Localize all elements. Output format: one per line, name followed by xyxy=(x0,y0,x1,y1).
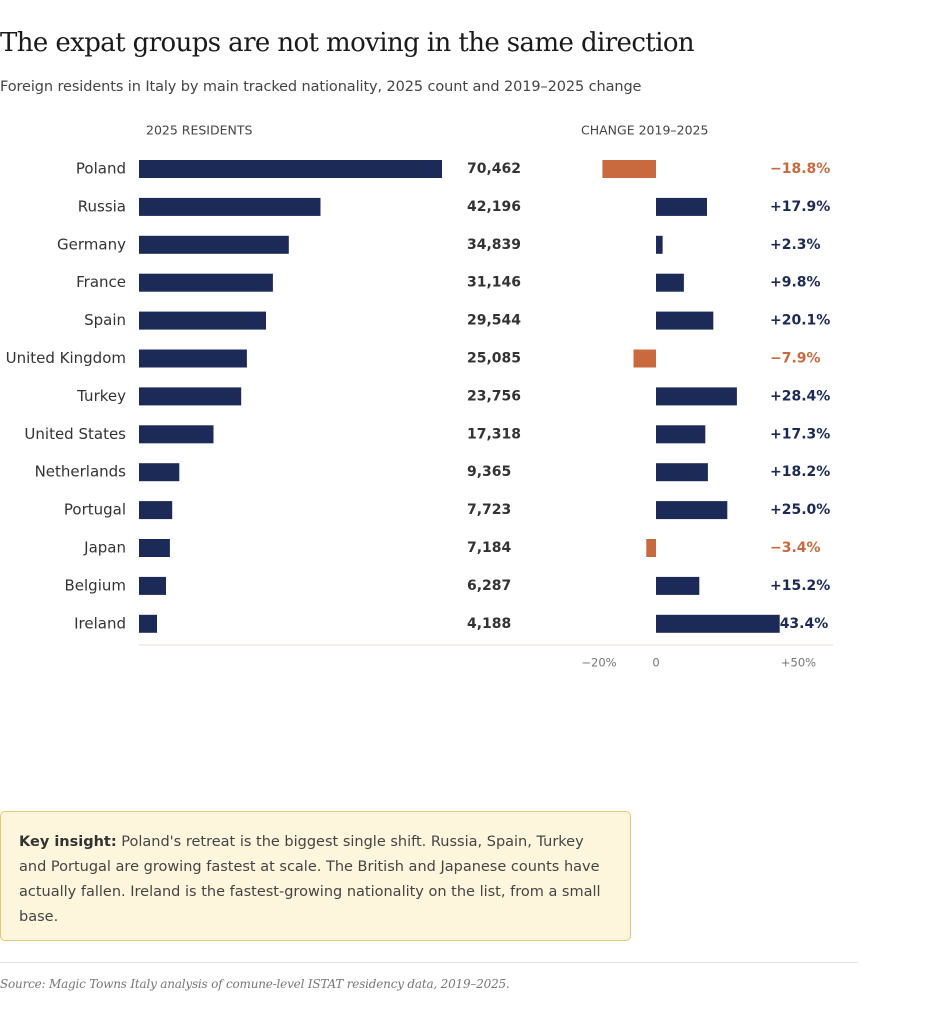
residents-bar xyxy=(139,349,247,368)
change-bar xyxy=(646,539,656,557)
chart-subtitle: Foreign residents in Italy by main track… xyxy=(0,79,642,95)
change-value-label: −18.8% xyxy=(770,161,830,177)
residents-bar xyxy=(139,235,289,254)
residents-bar xyxy=(139,501,173,520)
change-bar xyxy=(656,463,708,482)
change-bar xyxy=(656,273,684,292)
change-bar xyxy=(656,576,700,595)
country-label: Spain xyxy=(84,311,126,329)
residents-value-label: 7,723 xyxy=(467,502,511,518)
country-label: Japan xyxy=(83,539,126,557)
residents-value-label: 70,462 xyxy=(467,161,521,177)
residents-bar xyxy=(139,576,166,595)
change-tick-label: 0 xyxy=(652,656,659,670)
residents-value-label: 7,184 xyxy=(467,540,512,556)
chart-title: The expat groups are not moving in the s… xyxy=(0,28,695,58)
insight-label: Key insight: xyxy=(19,834,117,850)
change-value-label: +17.3% xyxy=(770,426,830,442)
change-bar xyxy=(656,614,780,633)
source-note: Source: Magic Towns Italy analysis of co… xyxy=(0,977,510,991)
residents-header: 2025 RESIDENTS xyxy=(146,123,252,138)
change-header: CHANGE 2019–2025 xyxy=(581,123,708,138)
residents-value-label: 25,085 xyxy=(467,351,521,367)
residents-value-label: 31,146 xyxy=(467,275,521,291)
change-value-label: +15.2% xyxy=(770,578,830,594)
change-value-label: +2.3% xyxy=(770,237,821,253)
residents-bar xyxy=(139,311,266,330)
residents-value-label: 29,544 xyxy=(467,313,521,329)
change-bar xyxy=(633,349,656,368)
change-bar xyxy=(656,387,737,406)
change-value-label: +17.9% xyxy=(770,199,830,215)
change-bar xyxy=(656,425,706,444)
residents-bar xyxy=(139,160,442,178)
residents-bar xyxy=(139,539,170,557)
change-tick-label: +50% xyxy=(781,656,816,670)
source-divider xyxy=(0,962,858,963)
insight-text: Poland's retreat is the biggest single s… xyxy=(19,834,601,925)
change-value-label: +25.0% xyxy=(770,502,830,518)
country-label: Netherlands xyxy=(35,463,127,481)
country-label: Russia xyxy=(78,197,126,215)
residents-value-label: 17,318 xyxy=(467,426,521,442)
residents-value-label: 23,756 xyxy=(467,388,521,404)
residents-value-label: 4,188 xyxy=(467,616,511,632)
country-label: United Kingdom xyxy=(6,349,126,367)
residents-bar xyxy=(139,273,273,292)
dual-bar-chart: 2025 RESIDENTS CHANGE 2019–2025 Poland 70,4… xyxy=(6,123,833,670)
residents-value-label: 34,839 xyxy=(467,237,521,253)
country-label: United States xyxy=(24,425,126,443)
residents-bar xyxy=(139,614,157,633)
residents-value-label: 6,287 xyxy=(467,578,511,594)
change-value-label: −7.9% xyxy=(770,351,821,367)
country-label: Belgium xyxy=(65,576,127,594)
change-value-label: +9.8% xyxy=(770,275,821,291)
country-label: Ireland xyxy=(74,614,126,632)
residents-value-label: 9,365 xyxy=(467,464,511,480)
change-bar xyxy=(656,235,663,254)
residents-value-label: 42,196 xyxy=(467,199,521,215)
country-label: Turkey xyxy=(76,387,126,405)
change-bar xyxy=(656,197,707,216)
change-bar xyxy=(602,160,656,178)
change-value-label: −3.4% xyxy=(770,540,821,556)
change-value-label: 43.4% xyxy=(780,616,829,632)
country-label: France xyxy=(76,273,126,291)
residents-bar xyxy=(139,463,180,482)
country-label: Portugal xyxy=(64,501,126,519)
change-tick-label: −20% xyxy=(581,656,616,670)
residents-bar xyxy=(139,387,242,406)
country-label: Germany xyxy=(57,235,126,253)
change-bar xyxy=(656,311,714,330)
key-insight-box: Key insight: Poland's retreat is the big… xyxy=(0,811,631,941)
change-bar xyxy=(656,501,728,520)
country-label: Poland xyxy=(76,160,126,178)
change-value-label: +20.1% xyxy=(770,313,830,329)
change-value-label: +28.4% xyxy=(770,388,830,404)
change-value-label: +18.2% xyxy=(770,464,830,480)
residents-bar xyxy=(139,197,321,216)
residents-bar xyxy=(139,425,214,444)
